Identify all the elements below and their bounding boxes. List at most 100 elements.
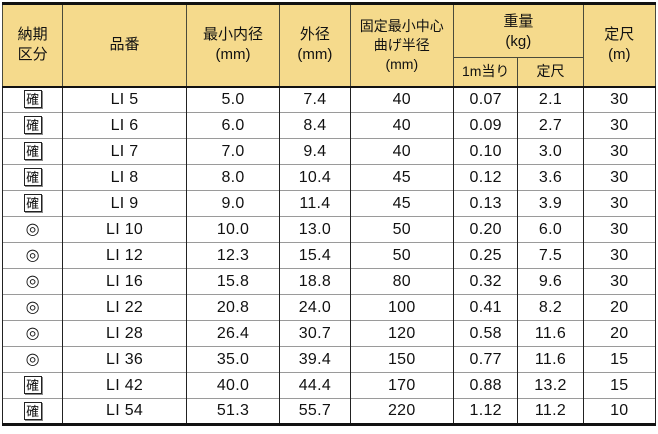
table-row: ◎ LI 16 15.8 18.8 80 0.32 9.6 30 <box>1 268 657 295</box>
table-body: 確 LI 5 5.0 7.4 40 0.07 2.1 30 確 LI 6 6.0 8.4 40 0.09 2… <box>1 86 657 425</box>
cell-standard-length: 30 <box>582 164 657 191</box>
table-header: 納期 区分 品番 最小内径 (mm) 外径 (mm) 固定最小中心 曲げ半径 (… <box>1 3 657 87</box>
cell-weight-per-meter: 0.20 <box>453 216 519 243</box>
delivery-mark-kaku-icon: 確 <box>23 401 42 420</box>
table-row: ◎ LI 28 26.4 30.7 120 0.58 11.6 20 <box>1 320 657 347</box>
cell-outer-diameter: 11.4 <box>279 190 351 217</box>
cell-min-bend-radius: 45 <box>349 190 455 217</box>
cell-outer-diameter: 10.4 <box>279 164 351 191</box>
cell-min-inner-diameter: 10.0 <box>185 216 281 243</box>
cell-min-inner-diameter: 9.0 <box>185 190 281 217</box>
cell-part-number: LI 54 <box>62 398 187 425</box>
delivery-mark-circle-icon: ◎ <box>25 246 40 264</box>
cell-standard-length: 20 <box>582 294 657 321</box>
cell-min-bend-radius: 100 <box>349 294 455 321</box>
header-weight-group: 重量 (kg) <box>453 3 584 58</box>
cell-min-inner-diameter: 6.0 <box>185 112 281 139</box>
cell-outer-diameter: 24.0 <box>279 294 351 321</box>
cell-min-bend-radius: 40 <box>349 138 455 165</box>
cell-part-number: LI 28 <box>62 320 187 347</box>
cell-weight-per-meter: 0.41 <box>453 294 519 321</box>
cell-min-inner-diameter: 5.0 <box>185 86 281 113</box>
cell-min-bend-radius: 50 <box>349 242 455 269</box>
cell-min-inner-diameter: 26.4 <box>185 320 281 347</box>
delivery-mark-kaku-icon: 確 <box>23 116 42 134</box>
cell-weight-per-meter: 0.58 <box>453 320 519 347</box>
delivery-mark-kaku-icon: 確 <box>23 194 42 212</box>
cell-delivery-mark: 確 <box>1 372 64 399</box>
cell-part-number: LI 36 <box>62 346 187 373</box>
cell-weight-standard: 3.9 <box>517 190 584 217</box>
header-outer-diameter: 外径 (mm) <box>279 3 351 87</box>
cell-standard-length: 15 <box>582 346 657 373</box>
cell-weight-per-meter: 1.12 <box>453 398 519 425</box>
cell-part-number: LI 9 <box>62 190 187 217</box>
cell-min-bend-radius: 50 <box>349 216 455 243</box>
cell-min-bend-radius: 220 <box>349 398 455 425</box>
table-row: 確 LI 5 5.0 7.4 40 0.07 2.1 30 <box>1 86 657 113</box>
cell-delivery-mark: 確 <box>1 138 64 165</box>
cell-delivery-mark: ◎ <box>1 346 64 373</box>
cell-outer-diameter: 9.4 <box>279 138 351 165</box>
cell-weight-per-meter: 0.25 <box>453 242 519 269</box>
cell-outer-diameter: 15.4 <box>279 242 351 269</box>
cell-min-bend-radius: 120 <box>349 320 455 347</box>
delivery-mark-circle-icon: ◎ <box>25 220 40 238</box>
cell-weight-standard: 2.1 <box>517 86 584 113</box>
cell-weight-standard: 13.2 <box>517 372 584 399</box>
table-row: ◎ LI 22 20.8 24.0 100 0.41 8.2 20 <box>1 294 657 321</box>
header-row-sub: 1m当り 定尺 <box>3 57 656 87</box>
cell-delivery-mark: ◎ <box>1 320 64 347</box>
cell-standard-length: 30 <box>582 138 657 165</box>
cell-weight-standard: 11.6 <box>517 320 584 347</box>
cell-weight-per-meter: 0.12 <box>453 164 519 191</box>
table-row: 確 LI 6 6.0 8.4 40 0.09 2.7 30 <box>1 112 657 139</box>
header-part-number: 品番 <box>62 3 187 87</box>
cell-standard-length: 30 <box>582 190 657 217</box>
cell-weight-standard: 3.0 <box>517 138 584 165</box>
cell-weight-per-meter: 0.10 <box>453 138 519 165</box>
cell-delivery-mark: ◎ <box>1 216 64 243</box>
cell-min-bend-radius: 40 <box>349 86 455 113</box>
table-row: 確 LI 8 8.0 10.4 45 0.12 3.6 30 <box>1 164 657 191</box>
cell-min-inner-diameter: 35.0 <box>185 346 281 373</box>
cell-delivery-mark: ◎ <box>1 294 64 321</box>
cell-min-inner-diameter: 7.0 <box>185 138 281 165</box>
cell-outer-diameter: 55.7 <box>279 398 351 425</box>
cell-delivery-mark: 確 <box>1 398 64 425</box>
cell-standard-length: 30 <box>582 216 657 243</box>
cell-min-inner-diameter: 12.3 <box>185 242 281 269</box>
header-min-bend-radius: 固定最小中心 曲げ半径 (mm) <box>349 3 455 87</box>
cell-delivery-mark: 確 <box>1 190 64 217</box>
cell-part-number: LI 6 <box>62 112 187 139</box>
cell-delivery-mark: 確 <box>1 86 64 113</box>
cell-weight-standard: 11.2 <box>517 398 584 425</box>
cell-min-inner-diameter: 20.8 <box>185 294 281 321</box>
cell-outer-diameter: 7.4 <box>279 86 351 113</box>
delivery-mark-circle-icon: ◎ <box>25 272 40 290</box>
cell-weight-standard: 9.6 <box>517 268 584 295</box>
cell-outer-diameter: 39.4 <box>279 346 351 373</box>
header-delivery-category: 納期 区分 <box>1 3 64 87</box>
cell-delivery-mark: ◎ <box>1 268 64 295</box>
cell-standard-length: 15 <box>582 372 657 399</box>
cell-delivery-mark: ◎ <box>1 242 64 269</box>
cell-outer-diameter: 30.7 <box>279 320 351 347</box>
cell-weight-per-meter: 0.09 <box>453 112 519 139</box>
delivery-mark-circle-icon: ◎ <box>25 298 40 316</box>
cell-weight-standard: 2.7 <box>517 112 584 139</box>
header-min-inner-diameter: 最小内径 (mm) <box>185 3 281 87</box>
cell-weight-standard: 6.0 <box>517 216 584 243</box>
cell-weight-standard: 7.5 <box>517 242 584 269</box>
cell-part-number: LI 5 <box>62 86 187 113</box>
cell-weight-per-meter: 0.77 <box>453 346 519 373</box>
table-row: ◎ LI 10 10.0 13.0 50 0.20 6.0 30 <box>1 216 657 243</box>
delivery-mark-kaku-icon: 確 <box>23 376 42 394</box>
cell-min-bend-radius: 80 <box>349 268 455 295</box>
delivery-mark-kaku-icon: 確 <box>23 90 42 109</box>
header-row-main: 納期 区分 品番 最小内径 (mm) 外径 (mm) 固定最小中心 曲げ半径 (… <box>1 3 657 87</box>
cell-part-number: LI 8 <box>62 164 187 191</box>
table-row: ◎ LI 12 12.3 15.4 50 0.25 7.5 30 <box>1 242 657 269</box>
cell-delivery-mark: 確 <box>1 164 64 191</box>
cell-standard-length: 10 <box>582 398 657 425</box>
